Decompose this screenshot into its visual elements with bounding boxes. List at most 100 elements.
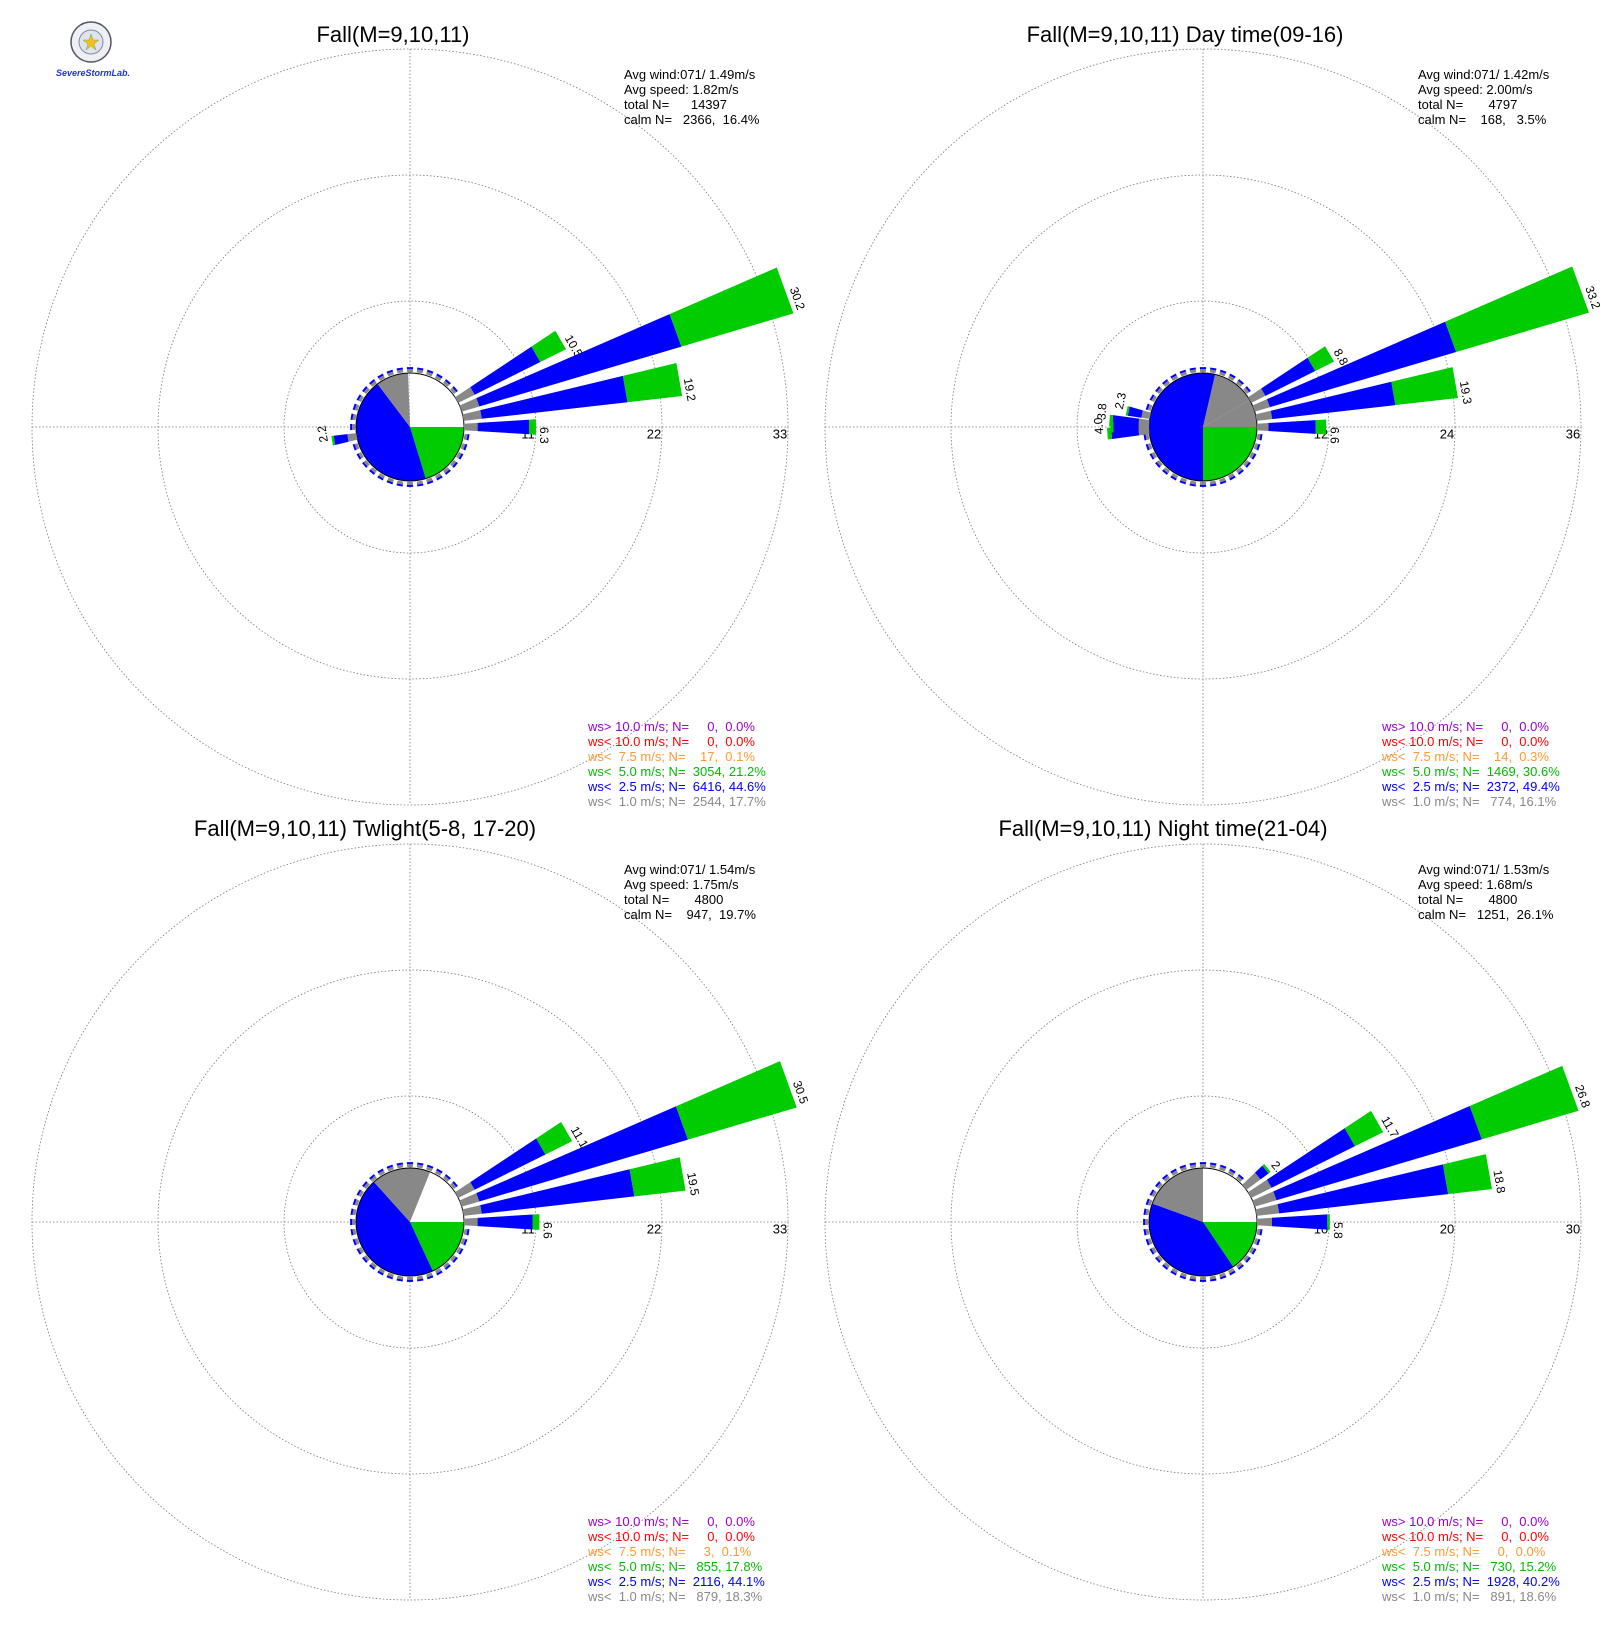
minor-petal — [458, 453, 464, 460]
petal-segment — [1273, 1106, 1482, 1201]
ring-tick-label: 22 — [647, 427, 661, 442]
minor-petal — [377, 475, 384, 481]
minor-petal — [1179, 369, 1187, 374]
minor-petal — [358, 1190, 364, 1198]
ring-tick-label: 24 — [1440, 427, 1454, 442]
petal-segment — [333, 434, 349, 445]
ring-tick-label: 30 — [1566, 1222, 1580, 1237]
minor-petal — [1149, 1189, 1155, 1196]
minor-petal — [1229, 1168, 1236, 1174]
minor-petal — [1209, 369, 1217, 374]
minor-petal — [426, 1272, 433, 1278]
minor-petal — [396, 480, 404, 485]
petal-value-label: 5.8 — [1331, 1222, 1345, 1239]
minor-petal — [460, 443, 466, 450]
panel-title: Fall(M=9,10,11) Day time(09-16) — [1027, 22, 1344, 47]
minor-petal — [436, 475, 443, 481]
minor-petal — [1151, 451, 1157, 459]
minor-petal — [416, 369, 424, 374]
minor-petal — [1199, 367, 1207, 370]
minor-petal — [363, 1255, 370, 1262]
minor-petal — [450, 1255, 457, 1262]
minor-petal — [1143, 1208, 1147, 1215]
minor-petal — [362, 1181, 368, 1188]
petal-segment — [1327, 1214, 1330, 1230]
minor-petal — [1171, 1268, 1179, 1274]
minor-petal — [450, 387, 457, 394]
minor-petal — [1179, 480, 1187, 485]
minor-petal — [452, 461, 458, 468]
legend-entry: ws< 10.0 m/s; N= 0, 0.0% — [1381, 734, 1549, 749]
legend-entry: ws< 7.5 m/s; N= 3, 0.1% — [587, 1544, 752, 1559]
logo-star-icon — [82, 33, 100, 51]
minor-petal — [1171, 1170, 1179, 1176]
minor-petal — [1156, 460, 1163, 467]
minor-petal — [350, 423, 353, 431]
minor-petal — [1163, 380, 1170, 387]
petal-segment — [669, 267, 794, 347]
minor-petal — [356, 394, 362, 401]
minor-petal — [417, 483, 424, 487]
calm-pie-slice — [410, 373, 443, 427]
minor-petal — [1243, 1255, 1250, 1262]
petal-segment — [1127, 406, 1143, 418]
minor-petal — [458, 1248, 464, 1255]
minor-petal — [1219, 369, 1227, 374]
minor-petal — [406, 367, 414, 370]
petal-value-label: 6.6 — [541, 1222, 555, 1239]
minor-petal — [362, 461, 368, 468]
minor-petal — [1145, 403, 1150, 411]
minor-petal — [370, 380, 377, 387]
wind-rose-panel-1: 11223310.530.219.26.32.2Fall(M=9,10,11)A… — [31, 22, 808, 809]
minor-petal — [1145, 1198, 1150, 1206]
minor-petal — [1251, 453, 1257, 460]
petal-value-label: 4.0 — [1091, 417, 1106, 435]
minor-petal — [443, 1175, 450, 1182]
calm-pie-slice — [1203, 400, 1257, 427]
minor-petal — [1145, 1208, 1150, 1216]
logo-wordmark: SevereStormLab. — [56, 68, 130, 78]
minor-petal — [460, 1238, 466, 1245]
minor-petal — [1243, 460, 1250, 467]
calm-pie-slice — [1203, 1168, 1257, 1222]
minor-petal — [1209, 1164, 1217, 1169]
minor-petal — [358, 1246, 364, 1254]
minor-petal — [378, 375, 386, 381]
minor-petal — [417, 367, 424, 371]
minor-petal — [1189, 1162, 1196, 1166]
minor-petal — [387, 1166, 394, 1172]
minor-petal — [363, 460, 370, 467]
petal-segment — [347, 433, 358, 442]
petal-segment — [1138, 423, 1150, 431]
stat-line: Avg speed: 2.00m/s — [1418, 82, 1533, 97]
petal-segment — [1469, 1065, 1579, 1140]
minor-petal — [416, 1164, 424, 1169]
ring-tick-label: 36 — [1566, 427, 1580, 442]
minor-petal — [443, 1262, 450, 1269]
petal-segment — [470, 1138, 546, 1190]
minor-petal — [1156, 1255, 1163, 1262]
minor-petal — [1147, 1199, 1153, 1206]
minor-petal — [377, 373, 384, 379]
minor-petal — [1149, 394, 1155, 401]
stat-line: total N= 4800 — [1418, 892, 1517, 907]
minor-petal — [452, 1181, 458, 1188]
minor-petal — [463, 433, 468, 441]
calm-pie-slice — [410, 1171, 464, 1222]
minor-petal — [1170, 1168, 1177, 1174]
petal-value-label: 19.3 — [1457, 380, 1475, 406]
minor-petal — [1171, 375, 1179, 381]
minor-petal — [1237, 469, 1244, 475]
minor-petal — [378, 473, 386, 479]
minor-petal — [1162, 469, 1169, 475]
minor-petal — [356, 1189, 362, 1196]
minor-petal — [1171, 473, 1179, 479]
minor-petal — [434, 375, 442, 381]
minor-petal — [1155, 386, 1161, 393]
minor-petal — [1179, 1164, 1187, 1169]
minor-petal — [352, 443, 357, 451]
legend-entry: ws< 7.5 m/s; N= 0, 0.0% — [1381, 1544, 1546, 1559]
minor-petal — [369, 379, 376, 385]
minor-petal — [1170, 1270, 1177, 1276]
minor-petal — [434, 473, 442, 479]
